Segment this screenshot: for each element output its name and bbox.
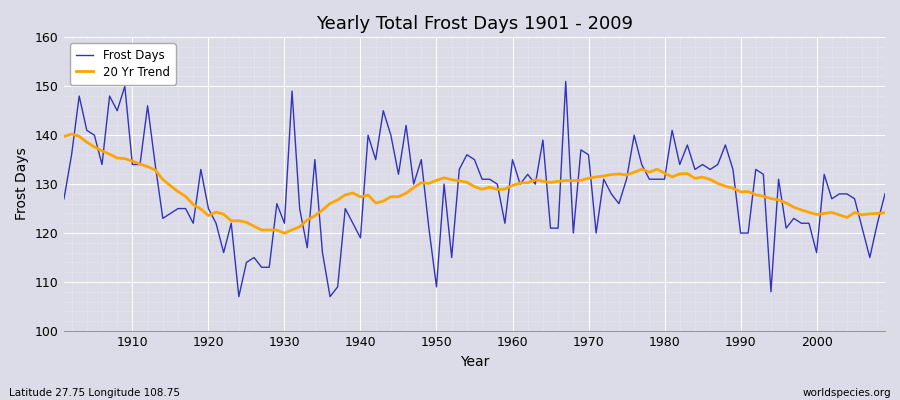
Title: Yearly Total Frost Days 1901 - 2009: Yearly Total Frost Days 1901 - 2009 xyxy=(316,15,633,33)
20 Yr Trend xyxy=(58,134,69,139)
Frost Days xyxy=(561,79,572,84)
Text: worldspecies.org: worldspecies.org xyxy=(803,388,891,398)
Frost Days xyxy=(879,192,890,196)
X-axis label: Year: Year xyxy=(460,355,490,369)
Line: 20 Yr Trend: 20 Yr Trend xyxy=(64,134,885,233)
20 Yr Trend xyxy=(127,159,138,164)
Frost Days xyxy=(120,84,130,89)
Text: Latitude 27.75 Longitude 108.75: Latitude 27.75 Longitude 108.75 xyxy=(9,388,180,398)
20 Yr Trend xyxy=(347,190,358,195)
20 Yr Trend xyxy=(67,132,77,136)
20 Yr Trend xyxy=(302,218,312,222)
Frost Days xyxy=(614,201,625,206)
Frost Days xyxy=(515,182,526,186)
Frost Days xyxy=(507,157,517,162)
Frost Days xyxy=(294,206,305,211)
20 Yr Trend xyxy=(879,210,890,215)
Frost Days xyxy=(340,206,351,211)
20 Yr Trend xyxy=(515,180,526,185)
Frost Days xyxy=(233,294,244,299)
Frost Days xyxy=(58,196,69,201)
Y-axis label: Frost Days: Frost Days xyxy=(15,148,29,220)
Legend: Frost Days, 20 Yr Trend: Frost Days, 20 Yr Trend xyxy=(70,43,176,84)
20 Yr Trend xyxy=(522,180,533,185)
20 Yr Trend xyxy=(279,231,290,236)
20 Yr Trend xyxy=(614,172,625,176)
Line: Frost Days: Frost Days xyxy=(64,81,885,297)
